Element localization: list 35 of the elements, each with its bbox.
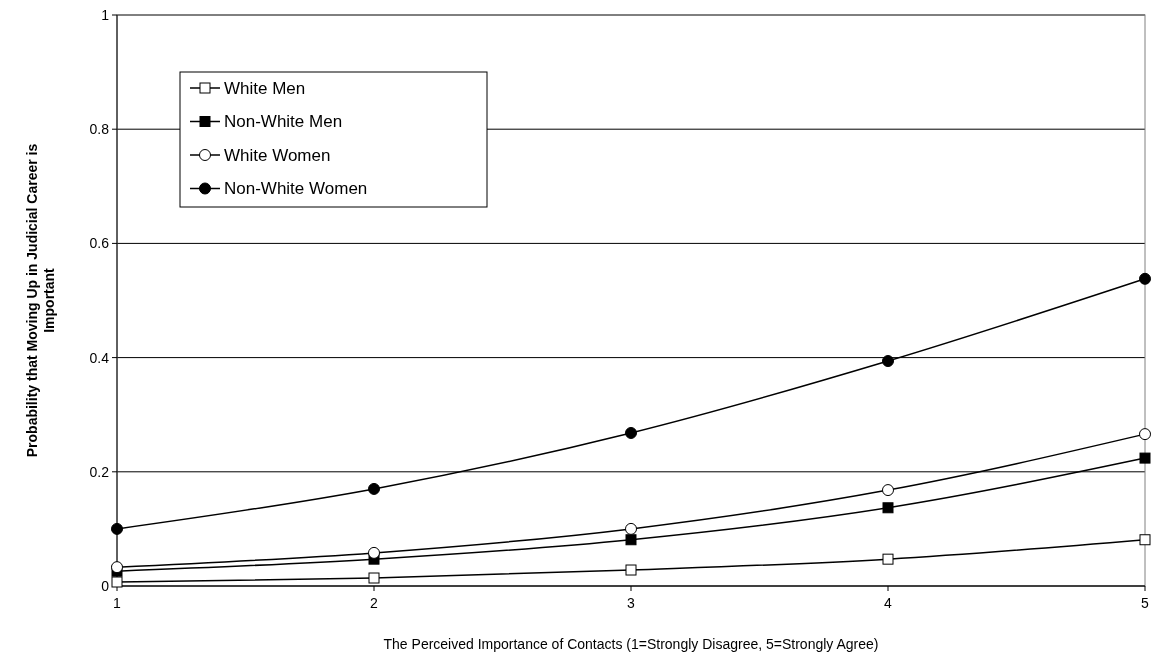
- x-tick-label: 5: [1141, 595, 1150, 611]
- y-tick-label: 0.4: [89, 349, 110, 366]
- legend-label: White Women: [224, 145, 331, 165]
- point: [111, 576, 123, 588]
- y-tick-label: 0.2: [89, 463, 110, 480]
- x-tick-label: 3: [627, 595, 636, 611]
- point: [625, 564, 637, 576]
- x-axis-title: The Perceived Importance of Contacts (1=Strongly Disagree, 5=Strongly Agree): [383, 636, 879, 652]
- y-tick-label: 0.6: [89, 235, 110, 252]
- y-tick-label: 0.8: [89, 121, 110, 138]
- x-tick-label: 1: [113, 595, 122, 611]
- legend-label: White Men: [224, 78, 306, 98]
- point: [882, 502, 894, 514]
- x-tick-label: 4: [884, 595, 893, 611]
- point: [368, 572, 380, 584]
- point: [625, 426, 637, 439]
- y-axis-title: Probability that Moving Up in Judicial Career is Important: [23, 143, 57, 458]
- point: [1139, 428, 1151, 441]
- point: [1139, 452, 1151, 464]
- x-tick-label: 2: [370, 595, 379, 611]
- y-tick-label: 0: [101, 577, 110, 594]
- point: [368, 546, 380, 559]
- point: [1139, 534, 1151, 546]
- point: [1139, 272, 1151, 285]
- point: [111, 522, 123, 535]
- point: [625, 534, 637, 546]
- point: [882, 355, 894, 368]
- point: [882, 484, 894, 497]
- point: [882, 553, 894, 565]
- y-tick-label: 1: [101, 6, 110, 23]
- point: [625, 522, 637, 535]
- legend-label: Non-White Men: [224, 112, 343, 132]
- point: [368, 482, 380, 495]
- legend-label: Non-White Women: [224, 179, 368, 199]
- point: [111, 561, 123, 574]
